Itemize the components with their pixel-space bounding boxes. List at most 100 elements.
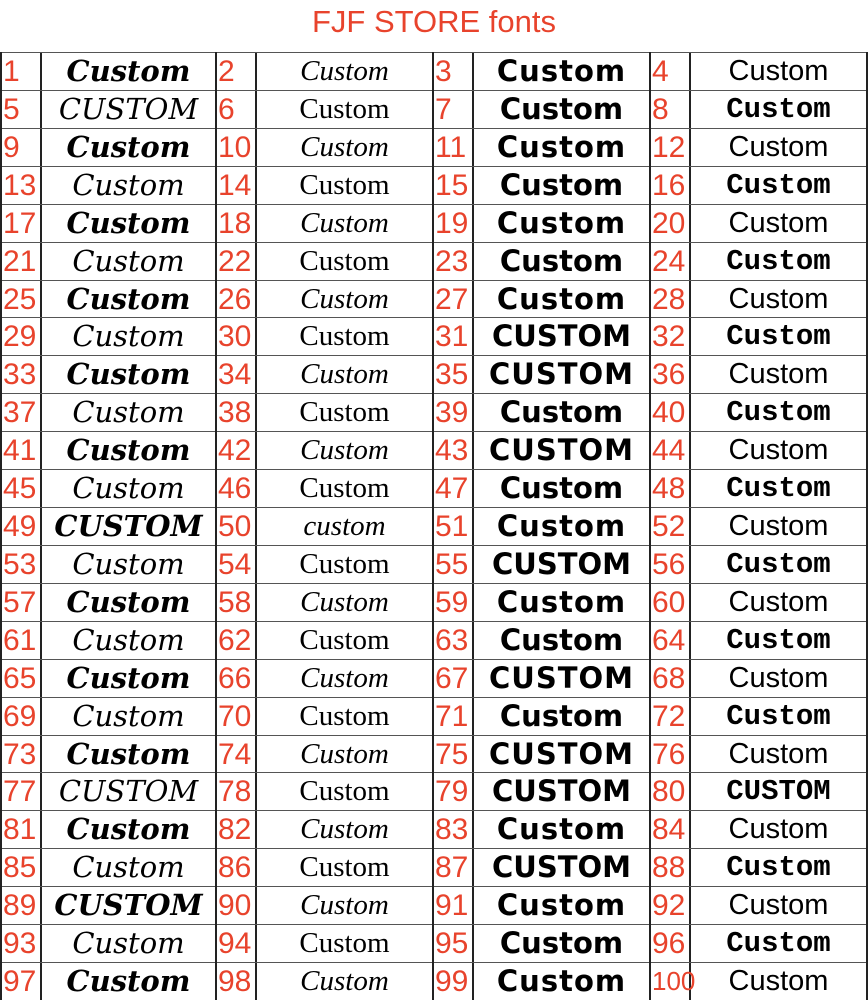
font-sample-row: 77 CUSTOM xyxy=(2,772,215,811)
font-sample: Custom xyxy=(496,509,627,544)
font-grid: 1 Custom 5 CUSTOM 9 Custom 13 Custom 17 Custom 21 C… xyxy=(0,52,868,1000)
font-sample-row: 13 Custom xyxy=(2,165,215,204)
font-sample-row: 6 Custom xyxy=(217,89,432,128)
font-number: 32 xyxy=(651,318,691,356)
font-sample: Custom xyxy=(300,889,389,922)
font-sample: Custom xyxy=(499,926,624,961)
font-sample-row: 1 Custom xyxy=(2,52,215,90)
font-number: 38 xyxy=(217,394,257,432)
font-sample-row: 88 Custom xyxy=(651,848,866,887)
font-sample-row: 52 Custom xyxy=(651,507,866,546)
font-sample-row: 62 Custom xyxy=(217,620,432,659)
font-number: 15 xyxy=(434,166,474,204)
font-number: 47 xyxy=(434,470,474,508)
font-number: 12 xyxy=(651,128,691,166)
font-sample-row: 37 Custom xyxy=(2,393,215,432)
font-number: 64 xyxy=(651,621,691,659)
font-sample-row: 61 Custom xyxy=(2,620,215,659)
font-sample: Custom xyxy=(728,206,829,239)
font-number: 74 xyxy=(217,735,257,773)
font-number: 16 xyxy=(651,166,691,204)
font-number: 34 xyxy=(217,356,257,394)
font-number: 17 xyxy=(2,204,42,242)
font-sample: Custom xyxy=(726,168,831,202)
font-sample: Custom xyxy=(66,736,191,771)
font-number: 30 xyxy=(217,318,257,356)
font-sample: Custom xyxy=(300,358,389,391)
font-sample-row: 67 CUSTOM xyxy=(434,658,649,697)
font-sample: Custom xyxy=(300,206,389,239)
font-sample-row: 22 Custom xyxy=(217,241,432,280)
font-number: 45 xyxy=(2,470,42,508)
font-sample: Custom xyxy=(728,358,829,391)
font-sample-row: 64 Custom xyxy=(651,620,866,659)
font-sample: Custom xyxy=(300,585,389,618)
column-group: 3 Custom 7 Custom 11 Custom 15 Custom 19 Custom 23… xyxy=(432,52,651,1000)
font-number: 70 xyxy=(217,697,257,735)
font-number: 6 xyxy=(217,90,257,128)
font-sample-row: 42 Custom xyxy=(217,431,432,470)
font-sample-row: 46 Custom xyxy=(217,469,432,508)
font-sample: Custom xyxy=(72,622,185,657)
font-number: 48 xyxy=(651,470,691,508)
font-sample-row: 11 Custom xyxy=(434,127,649,166)
font-number: 20 xyxy=(651,204,691,242)
font-sample: Custom xyxy=(726,320,831,354)
font-sample-row: 27 Custom xyxy=(434,279,649,318)
font-number: 78 xyxy=(217,773,257,811)
font-number: 67 xyxy=(434,659,474,697)
font-number: 100 xyxy=(651,963,695,1000)
font-sample: Custom xyxy=(299,851,390,884)
font-sample-row: 86 Custom xyxy=(217,848,432,887)
font-sample-row: 87 CUSTOM xyxy=(434,848,649,887)
font-number: 1 xyxy=(2,53,42,90)
font-sample: Custom xyxy=(66,281,191,316)
font-sample: Custom xyxy=(72,395,185,430)
font-sample-row: 70 Custom xyxy=(217,696,432,735)
font-sample: Custom xyxy=(72,471,185,506)
font-sample: Custom xyxy=(499,167,624,202)
font-sample: Custom xyxy=(299,168,390,201)
font-number: 2 xyxy=(217,53,257,90)
font-sample-row: 55 CUSTOM xyxy=(434,544,649,583)
font-sample-row: 47 Custom xyxy=(434,469,649,508)
font-sample: Custom xyxy=(496,281,627,316)
font-sample: Custom xyxy=(300,737,389,770)
font-sample-row: 33 Custom xyxy=(2,355,215,394)
font-number: 19 xyxy=(434,204,474,242)
font-number: 69 xyxy=(2,697,42,735)
font-sample-row: 85 Custom xyxy=(2,848,215,887)
font-sample-row: 63 Custom xyxy=(434,620,649,659)
column-group: 1 Custom 5 CUSTOM 9 Custom 13 Custom 17 Custom 21 C… xyxy=(0,52,217,1000)
font-sample-row: 45 Custom xyxy=(2,469,215,508)
font-number: 11 xyxy=(434,128,474,166)
font-sample: Custom xyxy=(66,129,191,164)
font-number: 4 xyxy=(651,53,691,90)
font-sample: CUSTOM xyxy=(726,775,831,809)
font-sample-row: 43 CUSTOM xyxy=(434,431,649,470)
font-sample-row: 36 Custom xyxy=(651,355,866,394)
page-title: FJF STORE fonts xyxy=(311,4,557,39)
font-sample: Custom xyxy=(66,357,191,392)
font-sample: Custom xyxy=(728,434,829,467)
font-sample-row: 16 Custom xyxy=(651,165,866,204)
font-number: 44 xyxy=(651,432,691,470)
font-number: 55 xyxy=(434,545,474,583)
font-sample: Custom xyxy=(496,584,627,619)
font-sample: Custom xyxy=(728,585,829,618)
font-number: 56 xyxy=(651,545,691,583)
font-sample: Custom xyxy=(496,888,627,923)
font-sample: Custom xyxy=(726,244,831,278)
font-sample-row: 65 Custom xyxy=(2,658,215,697)
font-number: 7 xyxy=(434,90,474,128)
font-sample-row: 98 Custom xyxy=(217,962,432,1000)
font-number: 89 xyxy=(2,887,42,925)
font-sample: Custom xyxy=(726,92,831,126)
font-number: 10 xyxy=(217,128,257,166)
font-sample: Custom xyxy=(499,622,624,657)
font-sample-row: 97 Custom xyxy=(2,962,215,1000)
font-sample: Custom xyxy=(496,964,627,999)
font-sample-row: 10 Custom xyxy=(217,127,432,166)
font-sample: Custom xyxy=(726,396,831,430)
font-sample: Custom xyxy=(496,54,627,88)
